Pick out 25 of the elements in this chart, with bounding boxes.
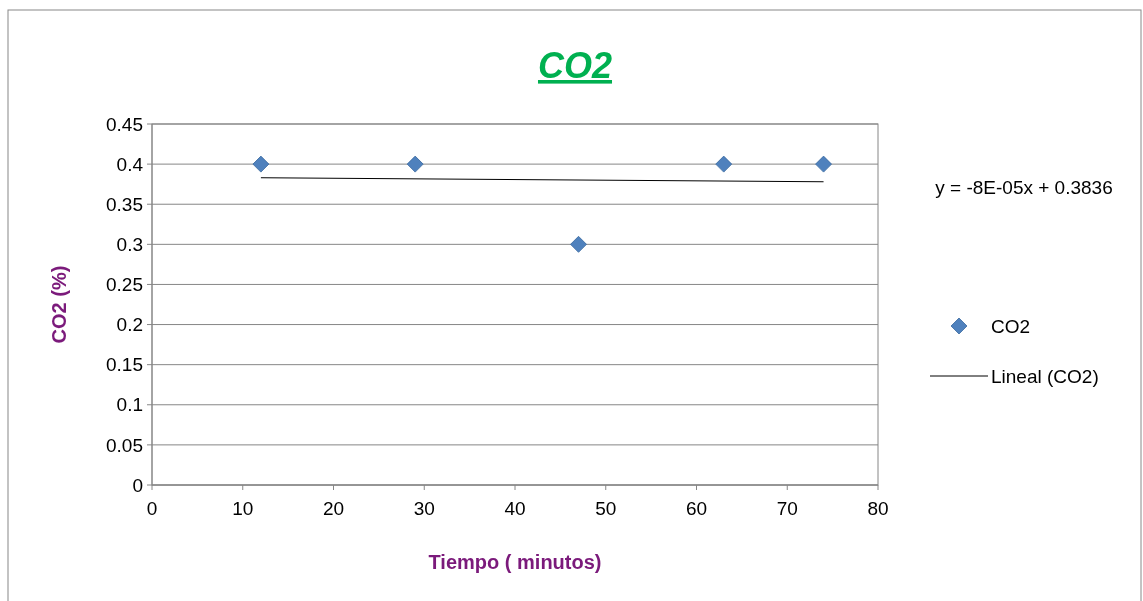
text: y = -8E-05x + 0.3836 (935, 177, 1113, 198)
y-tick-label: 0.45 (106, 113, 143, 135)
x-tick-label: 70 (776, 498, 798, 519)
x-tick-label: 0 (146, 498, 158, 519)
x-tick-label: 30 (413, 498, 435, 519)
y-tick-label: 0 (132, 474, 143, 496)
x-tick-label: 10 (232, 498, 254, 519)
y-tick-label: 0.05 (106, 434, 143, 456)
y-tick-label: 0.1 (116, 394, 143, 416)
y-tick-label: 0.4 (116, 153, 144, 175)
x-tick-label: 80 (867, 498, 889, 519)
y-tick-label: 0.25 (106, 274, 143, 296)
y-tick-label: 0.2 (116, 314, 143, 336)
legend-label: CO2 (991, 315, 1031, 337)
x-tick-label: 60 (685, 498, 708, 519)
y-tick-label: 0.35 (106, 193, 143, 215)
x-tick-label: 40 (504, 498, 526, 519)
x-tick-label: 20 (322, 498, 345, 519)
y-tick-label: 0.15 (106, 354, 143, 376)
x-axis-title: Tiempo ( minutos) (428, 551, 602, 573)
y-axis-title: CO2 (%) (48, 265, 70, 344)
legend-label: Lineal (CO2) (991, 365, 1099, 387)
chart-title: CO2 (537, 45, 613, 86)
x-tick-label: 50 (595, 498, 617, 519)
y-tick-label: 0.3 (116, 233, 143, 255)
